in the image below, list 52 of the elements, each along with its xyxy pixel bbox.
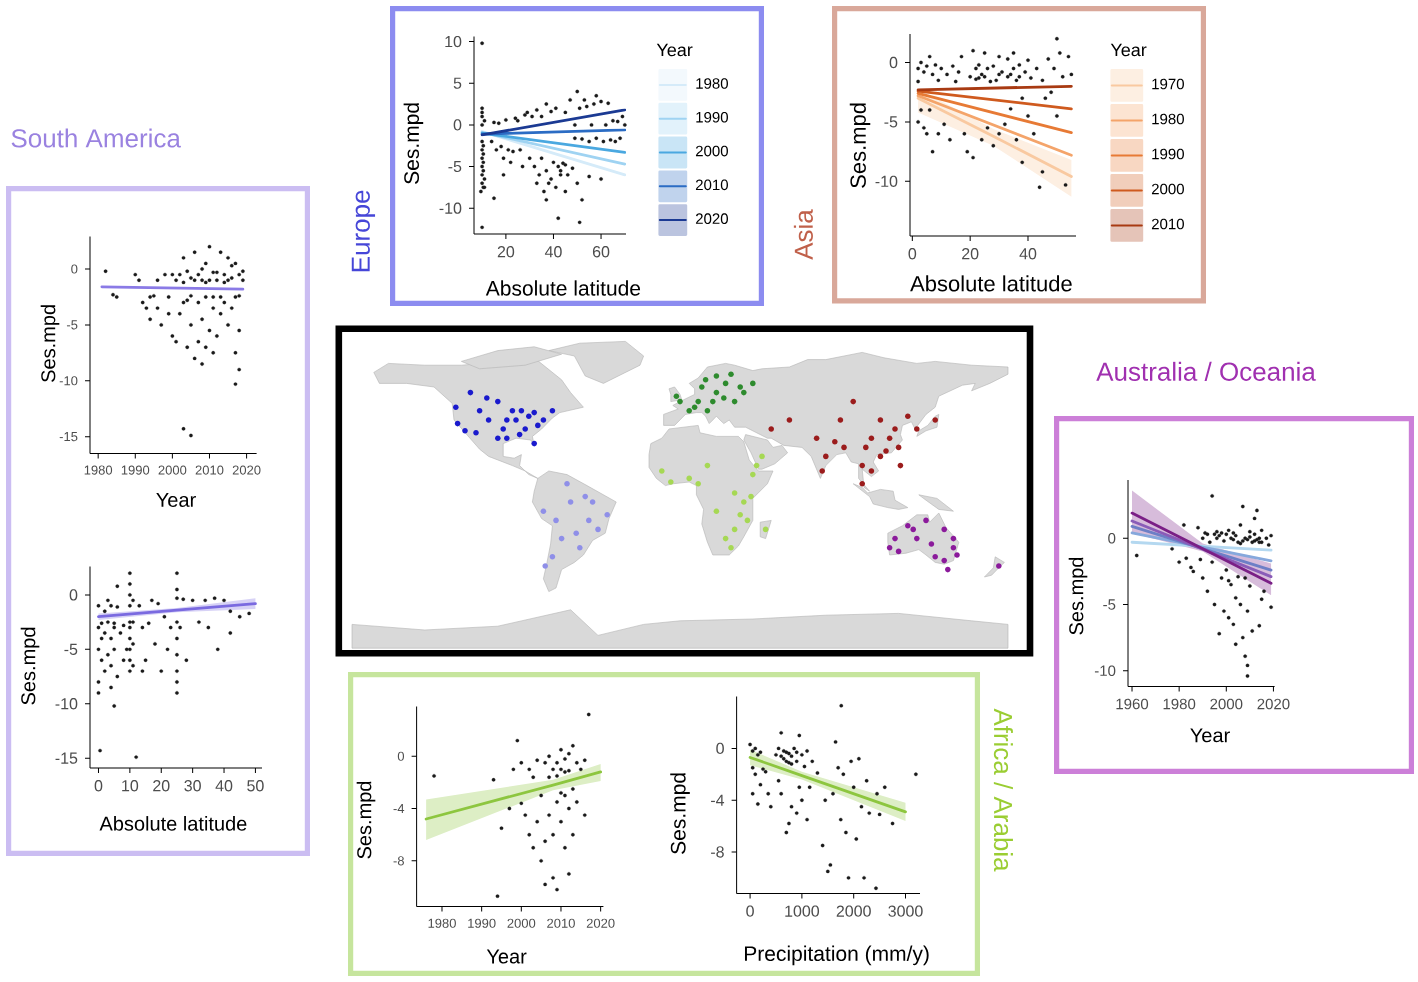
y-tick-label: 0 <box>69 589 78 601</box>
x-tick-label: 0 <box>908 248 917 260</box>
y-axis-title: Ses.mpd <box>20 627 40 705</box>
y-tick-label: 10 <box>445 35 462 48</box>
x-axis-title: Precipitation (mm/y) <box>744 945 929 966</box>
x-tick-label: 20 <box>962 248 979 260</box>
x-tick-label: 30 <box>184 780 201 792</box>
text: Europe <box>351 190 376 272</box>
text: Africa / Arabia <box>993 708 1013 872</box>
x-tick-label: 20 <box>497 246 515 258</box>
x-axis-title: Year <box>156 493 196 507</box>
y-tick-label: -10 <box>439 202 462 214</box>
x-tick-label: 40 <box>215 780 233 792</box>
y-tick-label: -10 <box>55 698 78 710</box>
x-axis-title: Year <box>1190 728 1230 743</box>
x-tick-label: 50 <box>247 780 264 792</box>
legend-title: Year <box>656 43 693 57</box>
x-tick-label: 60 <box>592 246 610 258</box>
y-tick-label: 0 <box>453 119 462 131</box>
y-tick-label: -4 <box>711 794 725 806</box>
y-axis-title: Ses.mpd <box>356 781 376 859</box>
y-tick-label: -5 <box>64 643 78 655</box>
x-axis-title: Absolute latitude <box>99 816 247 831</box>
y-axis-title: Ses.mpd <box>40 305 60 382</box>
y-tick-label: 5 <box>453 77 462 89</box>
y-tick-label: 0 <box>716 742 724 755</box>
y-axis-title: Ses.mpd <box>849 103 871 188</box>
y-tick-label: 0 <box>889 56 898 69</box>
chart-title: Australia / Oceania <box>1096 361 1316 381</box>
chart-title: South America <box>11 128 181 148</box>
x-tick-label: 0 <box>94 780 103 792</box>
y-axis-title: Ses.mpd <box>403 103 424 184</box>
x-tick-label: 1000 <box>785 905 820 917</box>
x-tick-label: 20 <box>153 780 170 792</box>
legend-title: Year <box>1110 43 1147 57</box>
x-axis-title: Year <box>486 949 527 964</box>
x-tick-label: 3000 <box>888 905 923 917</box>
y-tick-label: -5 <box>884 116 898 128</box>
x-tick-label: 40 <box>544 246 562 258</box>
x-tick-label: 40 <box>1019 248 1037 260</box>
x-tick-label: 0 <box>746 905 754 917</box>
y-tick-label: -8 <box>711 846 724 858</box>
x-axis-title: Absolute latitude <box>910 275 1072 292</box>
x-tick-label: 10 <box>122 780 139 792</box>
text: Asia <box>793 209 813 260</box>
y-tick-label: -5 <box>448 160 462 173</box>
y-axis-title: Ses.mpd <box>1068 557 1088 635</box>
x-axis-title: Absolute latitude <box>485 280 641 296</box>
x-tick-label: 2000 <box>836 905 871 917</box>
y-tick-label: -15 <box>55 752 78 764</box>
y-tick-label: -10 <box>875 175 898 187</box>
y-axis-title: Ses.mpd <box>670 773 690 854</box>
